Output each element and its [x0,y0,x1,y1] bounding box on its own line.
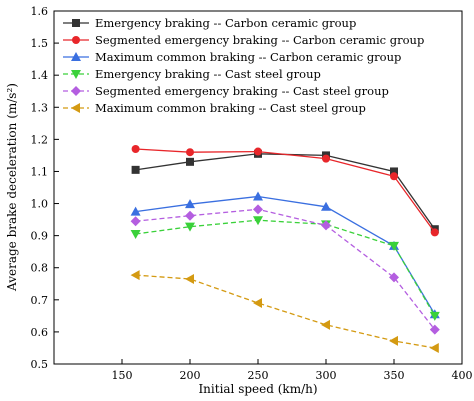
data-point [390,167,398,176]
series-2 [131,144,439,237]
series-line [135,148,436,233]
data-point [389,241,399,251]
axis-ticks: 150 200 250 300 350 400 0.5 0.6 0.7 0.8 0.9 1.0 1.1 1… [31,5,473,382]
y-tick-label: 0.5 [31,358,49,371]
legend-label: Segmented emergency braking -- Cast stee… [95,84,389,98]
y-tick-label: 0.9 [31,230,49,243]
legend-item: Emergency braking -- Carbon ceramic grou… [63,16,356,30]
data-point [321,220,331,231]
data-point [253,204,263,215]
series-5 [130,204,440,335]
x-axis-title: Initial speed (km/h) [198,382,317,396]
data-point [185,210,195,221]
x-tick-label: 250 [248,369,269,382]
y-tick-label: 0.8 [31,262,49,275]
data-point [389,335,398,346]
data-point [185,199,195,209]
data-point [130,230,141,240]
legend-item: Maximum common braking -- Cast steel gro… [63,101,366,115]
legend: Emergency braking -- Carbon ceramic grou… [63,16,424,115]
data-point [186,148,194,157]
data-point [253,191,263,201]
legend-marker [71,70,81,79]
data-point [429,342,439,353]
y-tick-label: 1.2 [31,133,49,146]
legend-item: Maximum common braking -- Carbon ceramic… [63,50,401,64]
legend-marker [71,86,81,96]
y-tick-label: 1.6 [31,5,49,18]
series-line [135,219,436,317]
data-point [322,154,330,163]
x-tick-label: 400 [452,369,473,382]
legend-item: Emergency braking -- Cast steel group [63,67,321,81]
legend-marker [71,52,81,61]
y-tick-label: 1.1 [31,165,49,178]
data-point [130,206,141,216]
series-6 [130,270,439,353]
y-tick-label: 1.4 [31,69,49,82]
legend-label: Emergency braking -- Carbon ceramic grou… [95,16,356,30]
series-line [135,153,436,230]
y-tick-label: 0.7 [31,294,49,307]
series-line [135,208,436,331]
legend-marker [71,103,80,113]
data-point [429,311,440,321]
series-1 [131,149,439,234]
y-tick-label: 1.3 [31,101,49,114]
y-tick-label: 1.0 [31,198,49,211]
data-point [430,228,439,237]
x-tick-label: 300 [316,369,337,382]
y-tick-label: 0.6 [31,326,49,339]
series-4 [130,216,440,321]
legend-marker [72,19,80,27]
legend-marker [72,36,80,44]
data-point [253,298,262,309]
legend-label: Emergency braking -- Cast steel group [95,67,321,81]
data-point [389,272,399,283]
data-point [321,201,331,211]
legend-item: Segmented emergency braking -- Carbon ce… [63,33,424,47]
data-point [186,157,194,166]
data-point [253,216,263,226]
legend-label: Maximum common braking -- Cast steel gro… [95,101,366,115]
series-line [135,195,436,315]
x-tick-label: 150 [112,369,133,382]
legend-item: Segmented emergency braking -- Cast stee… [63,84,389,98]
data-point [321,319,330,330]
data-point [131,165,140,174]
x-tick-label: 200 [180,369,201,382]
data-point [390,172,398,181]
series-line [135,274,435,349]
y-axis-title: Average brake deceleration (m/s²) [5,83,19,292]
data-point [131,144,140,153]
data-point [254,147,262,156]
y-tick-label: 1.5 [31,37,49,50]
data-point [185,222,195,232]
data-point [130,270,140,281]
data-point [130,216,141,227]
legend-label: Maximum common braking -- Carbon ceramic… [95,50,401,64]
series-3 [130,191,440,319]
legend-label: Segmented emergency braking -- Carbon ce… [95,33,424,47]
data-point [429,324,440,335]
x-tick-label: 350 [384,369,405,382]
data-point [185,273,194,284]
series-layer [130,144,440,353]
